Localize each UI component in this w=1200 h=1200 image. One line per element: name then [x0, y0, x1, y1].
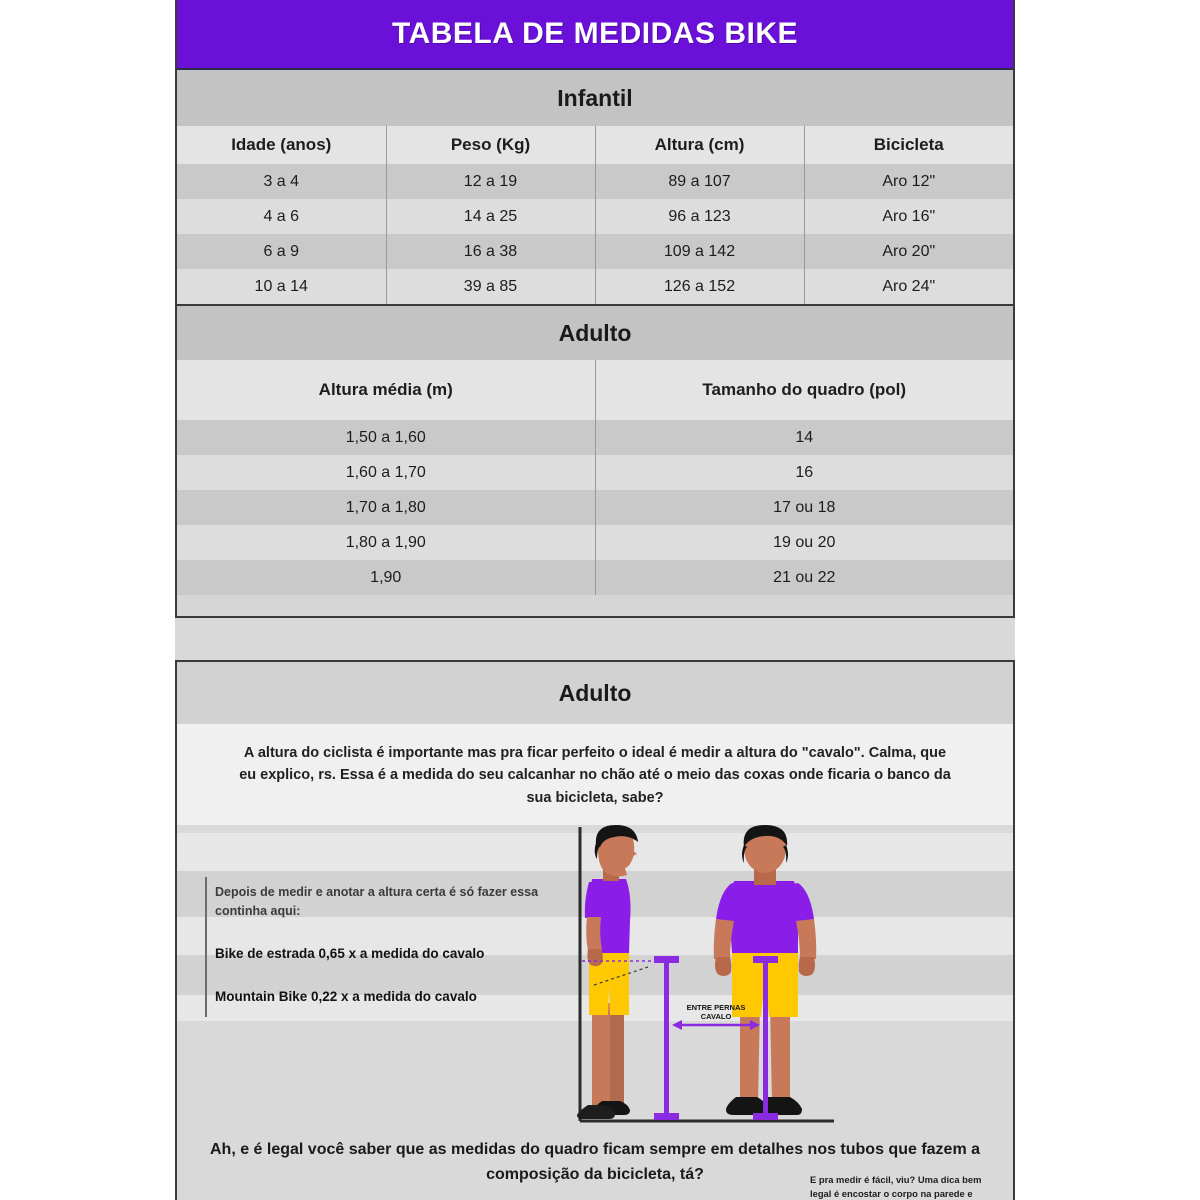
kids-table-header-row: Idade (anos) Peso (Kg) Altura (cm) Bicic…	[177, 126, 1013, 164]
cell: Aro 20"	[804, 234, 1013, 269]
cell: Aro 24"	[804, 269, 1013, 304]
adult-section-title: Adulto	[177, 304, 1013, 360]
cell: 4 a 6	[177, 199, 387, 234]
diagram-label-line1: ENTRE PERNAS	[687, 1003, 746, 1012]
table-row: 1,90 21 ou 22	[177, 560, 1013, 595]
cell: 16 a 38	[386, 234, 596, 269]
adult-col-height: Altura média (m)	[177, 360, 596, 420]
cell: 1,50 a 1,60	[177, 420, 596, 455]
table-row: 3 a 4 12 a 19 89 a 107 Aro 12"	[177, 164, 1013, 199]
adult-col-frame: Tamanho do quadro (pol)	[595, 360, 1013, 420]
cell: 16	[595, 455, 1013, 490]
kids-col-height: Altura (cm)	[595, 126, 805, 164]
figure-side-view	[577, 825, 638, 1120]
cell: 1,90	[177, 560, 596, 595]
cell: 21 ou 22	[595, 560, 1013, 595]
formula-note: Depois de medir e anotar a altura certa …	[215, 885, 539, 918]
table-row: 4 a 6 14 a 25 96 a 123 Aro 16"	[177, 199, 1013, 234]
inseam-measurement-illustration: ENTRE PERNAS CAVALO	[572, 825, 842, 1135]
cell: 89 a 107	[595, 164, 805, 199]
cell: Aro 16"	[804, 199, 1013, 234]
kids-table: Idade (anos) Peso (Kg) Altura (cm) Bicic…	[177, 126, 1013, 304]
table-row: 1,80 a 1,90 19 ou 20	[177, 525, 1013, 560]
kids-col-bike: Bicicleta	[804, 126, 1013, 164]
adult-panel-intro: A altura do ciclista é importante mas pr…	[177, 724, 1013, 826]
adult-table: Altura média (m) Tamanho do quadro (pol)…	[177, 360, 1013, 595]
cell: 39 a 85	[386, 269, 596, 304]
cell: 96 a 123	[595, 199, 805, 234]
measurement-lines	[582, 956, 778, 1121]
cell: 17 ou 18	[595, 490, 1013, 525]
adult-table-header-row: Altura média (m) Tamanho do quadro (pol)	[177, 360, 1013, 420]
cell: 6 a 9	[177, 234, 387, 269]
measuring-tip-text: E pra medir é fácil, viu? Uma dica bem l…	[810, 1174, 982, 1199]
adult-explanation-card: Adulto A altura do ciclista é importante…	[175, 660, 1015, 1200]
page-title: TABELA DE MEDIDAS BIKE	[391, 17, 798, 50]
adult-panel-footer: Ah, e é legal você saber que as medidas …	[209, 1140, 981, 1184]
cell: 1,80 a 1,90	[177, 525, 596, 560]
formula-divider	[205, 877, 207, 1018]
figure-front-view	[713, 825, 817, 1116]
page-title-bar: TABELA DE MEDIDAS BIKE	[177, 0, 1013, 70]
cell: 14	[595, 420, 1013, 455]
cell: 3 a 4	[177, 164, 387, 199]
cell: 126 a 152	[595, 269, 805, 304]
card-gap	[175, 618, 1015, 660]
adult-panel-body: Depois de medir e anotar a altura certa …	[177, 825, 1013, 1199]
table-row: 6 a 9 16 a 38 109 a 142 Aro 20"	[177, 234, 1013, 269]
kids-col-age: Idade (anos)	[177, 126, 387, 164]
cell: 14 a 25	[386, 199, 596, 234]
formula-road-bike: Bike de estrada 0,65 x a medida do caval…	[215, 945, 485, 961]
kids-section-title: Infantil	[177, 70, 1013, 126]
formula-mountain-bike: Mountain Bike 0,22 x a medida do cavalo	[215, 988, 477, 1004]
cell: Aro 12"	[804, 164, 1013, 199]
measurements-card: TABELA DE MEDIDAS BIKE Infantil Idade (a…	[175, 0, 1015, 618]
cell: 10 a 14	[177, 269, 387, 304]
cell: 19 ou 20	[595, 525, 1013, 560]
table-row: 1,60 a 1,70 16	[177, 455, 1013, 490]
table-row: 10 a 14 39 a 85 126 a 152 Aro 24"	[177, 269, 1013, 304]
adult-panel-title: Adulto	[177, 662, 1013, 724]
diagram-label-line2: CAVALO	[701, 1012, 732, 1021]
cell: 109 a 142	[595, 234, 805, 269]
formula-block: Depois de medir e anotar a altura certa …	[215, 883, 545, 1003]
cell: 12 a 19	[386, 164, 596, 199]
table-row: 1,50 a 1,60 14	[177, 420, 1013, 455]
table-row: 1,70 a 1,80 17 ou 18	[177, 490, 1013, 525]
illustration-svg: ENTRE PERNAS CAVALO	[577, 825, 834, 1123]
cell: 1,70 a 1,80	[177, 490, 596, 525]
kids-col-weight: Peso (Kg)	[386, 126, 596, 164]
cell: 1,60 a 1,70	[177, 455, 596, 490]
